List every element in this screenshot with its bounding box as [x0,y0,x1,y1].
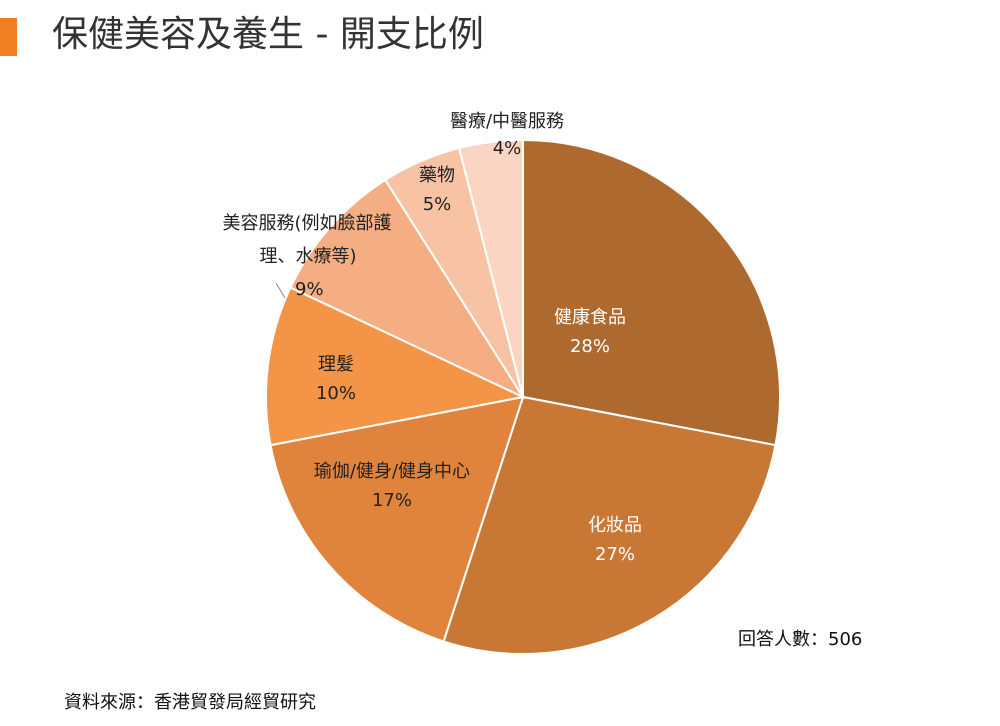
slice-category-label: 瑜伽/健身/健身中心 [314,461,470,482]
pie-slice [442,395,777,655]
slice-value-label: 5% [423,194,452,215]
respondents-count: 回答人數：506 [738,629,863,650]
slice-value-label: 10% [316,383,356,404]
slice-category-label: 健康食品 [554,307,626,328]
pie-slice [265,286,527,447]
slice-category-label: 藥物 [419,165,455,186]
slice-category-label: 理、水療等) [259,246,356,267]
title-accent-bar [0,18,17,56]
leader-line [275,282,286,299]
pie-slice [289,178,526,400]
slice-category-label: 美容服務(例如臉部護 [222,213,391,234]
pie-slice [269,395,525,643]
slice-value-label: 17% [372,490,412,511]
slice-category-label: 理髮 [318,353,354,375]
slice-value-label: 27% [595,544,635,565]
slice-category-label: 醫療/中醫服務 [450,111,564,132]
slice-value-label: 4% [493,138,522,159]
pie-slice [522,138,781,447]
source-note: 資料來源：香港貿發局經貿研究 [64,692,316,713]
pie-slice [457,138,524,398]
slice-value-label: 9% [295,279,324,300]
slice-category-label: 化妝品 [588,515,642,536]
page-title: 保健美容及養生 - 開支比例 [52,14,484,55]
slice-value-label: 28% [570,336,610,357]
